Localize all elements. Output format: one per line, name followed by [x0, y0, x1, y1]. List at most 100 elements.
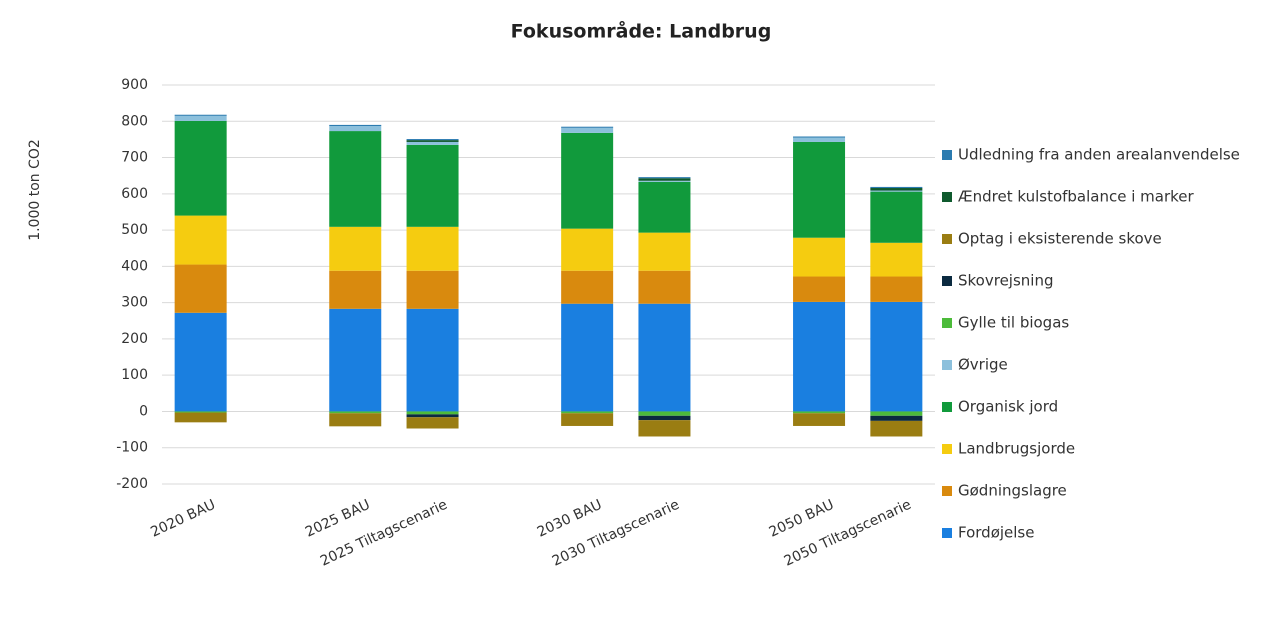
bar-segment: [561, 126, 614, 128]
bar-segment: [329, 308, 382, 412]
y-tick-label: -200: [116, 476, 148, 492]
bar-segment: [870, 188, 923, 191]
bar-segment: [638, 181, 691, 233]
bar-segment: [561, 411, 614, 414]
bar-segment: [329, 411, 382, 414]
y-tick-label: 0: [139, 403, 148, 419]
legend-swatch: [942, 234, 952, 244]
bar-segment: [870, 186, 923, 189]
bar-segment: [870, 420, 923, 437]
bar-segment: [793, 411, 846, 414]
legend-swatch: [942, 192, 952, 202]
bar-segment: [870, 276, 923, 302]
legend-swatch: [942, 360, 952, 370]
bar-segment: [174, 312, 227, 412]
legend-label: Øvrige: [958, 356, 1008, 374]
legend-label: Udledning fra anden arealanvendelse: [958, 146, 1240, 164]
legend-label: Organisk jord: [958, 398, 1058, 416]
bar-segment: [870, 415, 923, 421]
bar-segment: [561, 303, 614, 412]
y-tick-label: 800: [121, 113, 148, 129]
bar-segment: [638, 303, 691, 412]
legend-swatch: [942, 486, 952, 496]
bar-segment: [561, 127, 614, 133]
legend-label: Gødningslagre: [958, 482, 1067, 500]
legend-swatch: [942, 402, 952, 412]
bar-segment: [561, 228, 614, 271]
bar-segment: [406, 417, 459, 429]
bar-segment: [174, 215, 227, 265]
y-axis-label: 1.000 ton CO2: [27, 139, 43, 241]
legend-swatch: [942, 444, 952, 454]
bar-segment: [638, 232, 691, 271]
y-tick-label: 300: [121, 295, 148, 311]
bar-segment: [174, 114, 227, 116]
bar-segment: [174, 412, 227, 423]
bar-segment: [793, 137, 846, 142]
bar-segment: [561, 270, 614, 304]
legend-label: Ændret kulstofbalance i marker: [958, 188, 1195, 206]
y-tick-label: -100: [116, 440, 148, 456]
bar-segment: [638, 180, 691, 182]
bar-segment: [174, 115, 227, 121]
bar-segment: [793, 413, 846, 426]
legend-swatch: [942, 276, 952, 286]
x-tick-label: 2020 BAU: [148, 497, 218, 541]
bar-segment: [638, 178, 691, 181]
bar-segment: [870, 191, 923, 243]
bar-segment: [329, 131, 382, 227]
bar-segment: [406, 226, 459, 271]
bar-segment: [174, 411, 227, 413]
x-tick-label: 2025 Tiltagscenarie: [318, 497, 450, 570]
bar-segment: [638, 270, 691, 304]
bar-segment: [329, 270, 382, 309]
y-tick-label: 400: [121, 258, 148, 274]
y-tick-label: 100: [121, 367, 148, 383]
legend-label: Landbrugsjorde: [958, 440, 1075, 458]
legend-label: Skovrejsning: [958, 272, 1053, 290]
bar-segment: [329, 226, 382, 271]
legend-swatch: [942, 528, 952, 538]
x-tick-label: 2050 Tiltagscenarie: [782, 497, 914, 570]
bar-segment: [561, 132, 614, 229]
legend-label: Gylle til biogas: [958, 314, 1069, 332]
bar-segment: [870, 301, 923, 412]
bar-segment: [174, 120, 227, 216]
bar-segment: [870, 242, 923, 277]
bar-segment: [638, 177, 691, 179]
bar-segment: [638, 420, 691, 437]
bar-segment: [406, 140, 459, 142]
y-tick-label: 500: [121, 222, 148, 238]
legend-label: Fordøjelse: [958, 524, 1034, 542]
bar-segment: [561, 413, 614, 426]
bar-segment: [793, 276, 846, 302]
bar-segment: [329, 124, 382, 126]
bar-segment: [406, 141, 459, 145]
bar-segment: [406, 139, 459, 141]
bar-segment: [406, 270, 459, 309]
bar-segment: [793, 301, 846, 412]
bar-segment: [406, 414, 459, 418]
legend-label: Optag i eksisterende skove: [958, 230, 1162, 248]
bar-segment: [329, 413, 382, 427]
y-tick-label: 700: [121, 150, 148, 166]
bar-segment: [406, 308, 459, 412]
bar-segment: [638, 411, 691, 416]
legend-swatch: [942, 150, 952, 160]
bar-segment: [870, 190, 923, 192]
bar-segment: [870, 411, 923, 416]
bar-segment: [174, 264, 227, 313]
bar-segment: [406, 411, 459, 415]
y-tick-label: 200: [121, 331, 148, 347]
bar-segment: [638, 415, 691, 421]
y-tick-label: 900: [121, 77, 148, 93]
bar-segment: [406, 144, 459, 227]
bar-segment: [793, 136, 846, 138]
x-tick-label: 2030 Tiltagscenarie: [550, 497, 682, 570]
legend-swatch: [942, 318, 952, 328]
chart-title: Fokusområde: Landbrug: [511, 19, 772, 43]
bar-segment: [329, 125, 382, 132]
bar-segment: [793, 237, 846, 277]
y-tick-label: 600: [121, 186, 148, 202]
